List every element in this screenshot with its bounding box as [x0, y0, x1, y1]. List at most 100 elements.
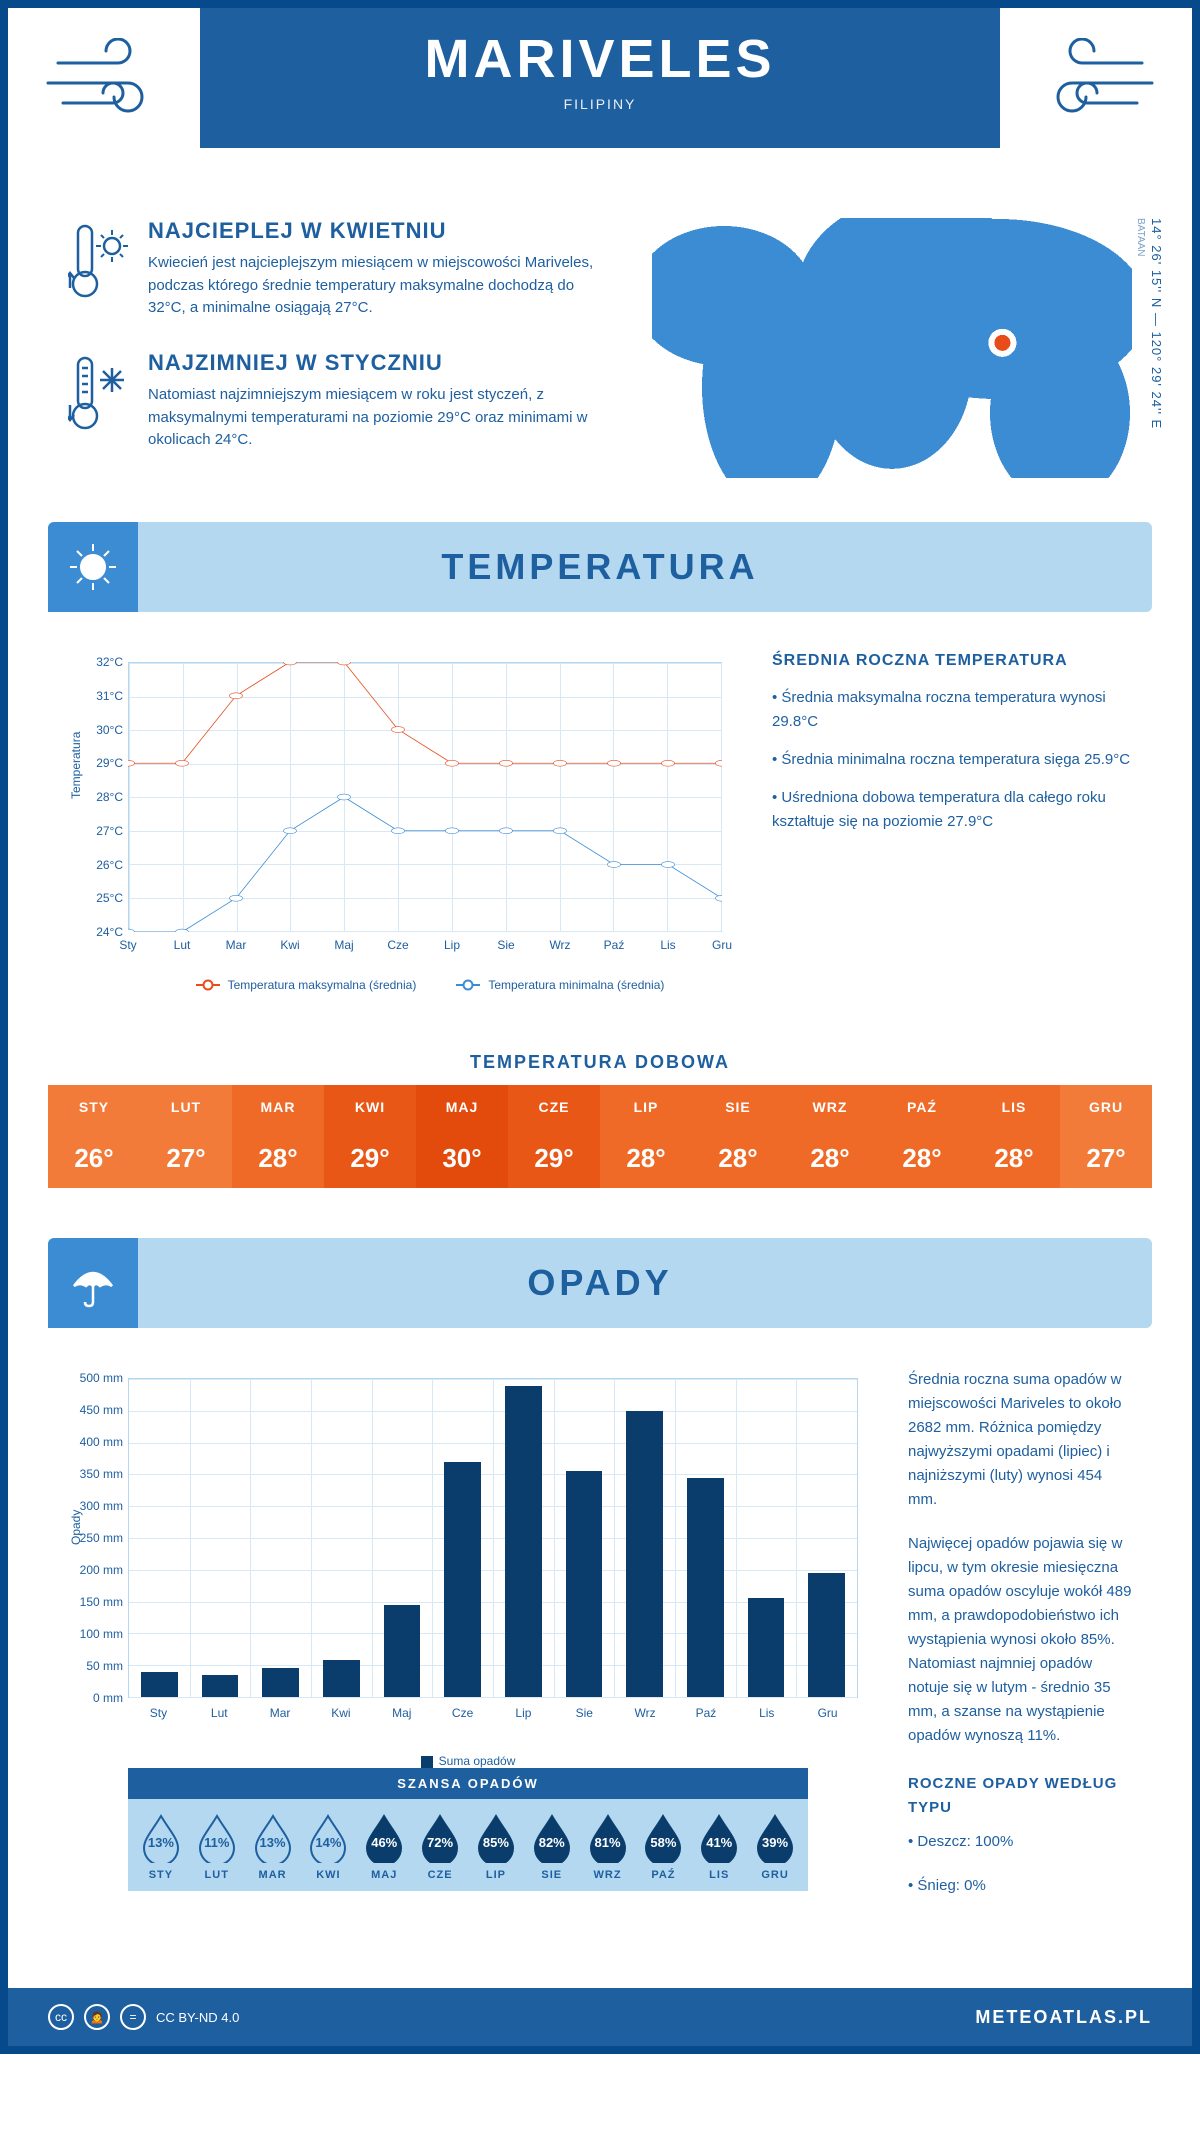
infographic-page: MARIVELES FILIPINY NAJCIEPLEJ W KWIETNIU…: [0, 0, 1200, 2054]
license-text: CC BY-ND 4.0: [156, 2010, 239, 2025]
precip-y-tick: 100 mm: [68, 1627, 123, 1641]
daily-month-header: MAR: [232, 1085, 324, 1129]
precip-bar: [384, 1605, 420, 1697]
temperature-info: ŚREDNIA ROCZNA TEMPERATURA • Średnia mak…: [772, 652, 1132, 992]
precip-x-tick: Maj: [392, 1706, 411, 1720]
precip-type-rain: • Deszcz: 100%: [908, 1830, 1132, 1854]
legend-min-label: Temperatura minimalna (średnia): [488, 978, 664, 992]
precipitation-heading: OPADY: [527, 1262, 672, 1304]
temp-x-tick: Lip: [444, 938, 460, 952]
rain-chance-drop: 14% KWI: [301, 1813, 355, 1881]
precip-y-tick: 500 mm: [68, 1371, 123, 1385]
temp-y-tick: 24°C: [68, 925, 123, 939]
precipitation-bar-chart: Opady Suma opadów 0 mm50 mm100 mm150 mm2…: [68, 1368, 868, 1918]
rain-chance-drop: 81% WRZ: [581, 1813, 635, 1881]
precip-x-tick: Wrz: [635, 1706, 656, 1720]
daily-temp-value: 27°: [140, 1129, 232, 1188]
daily-temp-value: 29°: [324, 1129, 416, 1188]
rain-chance-drop: 13% MAR: [246, 1813, 300, 1881]
temp-y-tick: 31°C: [68, 689, 123, 703]
daily-month-header: LIP: [600, 1085, 692, 1129]
precip-x-tick: Gru: [818, 1706, 838, 1720]
daily-temp-table: STYLUTMARKWIMAJCZELIPSIEWRZPAŹLISGRU26°2…: [48, 1085, 1152, 1188]
precip-y-tick: 250 mm: [68, 1531, 123, 1545]
daily-month-header: CZE: [508, 1085, 600, 1129]
temp-info-2: • Średnia minimalna roczna temperatura s…: [772, 748, 1132, 772]
precip-bar: [626, 1411, 662, 1697]
precipitation-row: Opady Suma opadów 0 mm50 mm100 mm150 mm2…: [8, 1328, 1192, 1948]
precip-bar: [262, 1668, 298, 1697]
precip-x-tick: Kwi: [331, 1706, 350, 1720]
umbrella-icon: [48, 1238, 138, 1328]
warmest-text: Kwiecień jest najcieplejszym miesiącem w…: [148, 252, 612, 320]
precip-y-tick: 350 mm: [68, 1467, 123, 1481]
precip-x-tick: Lis: [759, 1706, 774, 1720]
precip-type-title: ROCZNE OPADY WEDŁUG TYPU: [908, 1772, 1132, 1820]
temp-x-tick: Sie: [497, 938, 514, 952]
daily-temp-value: 28°: [232, 1129, 324, 1188]
city-title: MARIVELES: [200, 28, 1000, 90]
temperature-row: Temperatura Temperatura maksymalna (śred…: [8, 612, 1192, 1032]
brand-label: METEOATLAS.PL: [975, 2007, 1152, 2028]
daily-temp-value: 28°: [784, 1129, 876, 1188]
wind-icon: [1042, 38, 1162, 128]
daily-month-header: WRZ: [784, 1085, 876, 1129]
temp-y-tick: 27°C: [68, 824, 123, 838]
wind-icon: [38, 38, 158, 128]
temp-y-tick: 29°C: [68, 756, 123, 770]
precip-x-tick: Paź: [696, 1706, 717, 1720]
temp-x-tick: Lis: [660, 938, 675, 952]
daily-month-header: LIS: [968, 1085, 1060, 1129]
precip-bar: [323, 1660, 359, 1697]
temp-x-tick: Sty: [119, 938, 136, 952]
footer: cc 🙍 = CC BY-ND 4.0 METEOATLAS.PL: [8, 1988, 1192, 2046]
rain-chance-drop: 41% LIS: [692, 1813, 746, 1881]
temp-x-tick: Gru: [712, 938, 732, 952]
daily-temp-value: 27°: [1060, 1129, 1152, 1188]
daily-temp-value: 28°: [876, 1129, 968, 1188]
precip-bar: [687, 1478, 723, 1697]
daily-month-header: LUT: [140, 1085, 232, 1129]
daily-month-header: PAŹ: [876, 1085, 968, 1129]
region-label: BATAAN: [1135, 218, 1146, 257]
cc-icon: cc: [48, 2004, 74, 2030]
rain-chance-title: SZANSA OPADÓW: [128, 1768, 808, 1799]
intro-text-col: NAJCIEPLEJ W KWIETNIU Kwiecień jest najc…: [68, 218, 612, 482]
precip-type-snow: • Śnieg: 0%: [908, 1874, 1132, 1898]
coldest-title: NAJZIMNIEJ W STYCZNIU: [148, 350, 612, 376]
precipitation-banner: OPADY: [48, 1238, 1152, 1328]
temp-x-tick: Lut: [174, 938, 191, 952]
rain-chance-drop: 72% CZE: [413, 1813, 467, 1881]
daily-month-header: GRU: [1060, 1085, 1152, 1129]
license-block: cc 🙍 = CC BY-ND 4.0: [48, 2004, 239, 2030]
daily-temp-value: 30°: [416, 1129, 508, 1188]
daily-temp-title: TEMPERATURA DOBOWA: [8, 1052, 1192, 1073]
temperature-banner: TEMPERATURA: [48, 522, 1152, 612]
rain-chance-panel: SZANSA OPADÓW 13% STY 11% LUT 13% MAR 14…: [128, 1768, 808, 1891]
daily-temp-value: 28°: [968, 1129, 1060, 1188]
temp-y-tick: 28°C: [68, 790, 123, 804]
precip-x-tick: Lut: [211, 1706, 228, 1720]
daily-temp-value: 28°: [692, 1129, 784, 1188]
temp-info-3: • Uśredniona dobowa temperatura dla całe…: [772, 786, 1132, 834]
nd-icon: =: [120, 2004, 146, 2030]
temp-x-tick: Cze: [387, 938, 408, 952]
temp-x-tick: Paź: [604, 938, 625, 952]
precip-bar: [808, 1573, 844, 1697]
title-banner: MARIVELES FILIPINY: [200, 8, 1000, 148]
temp-x-tick: Maj: [334, 938, 353, 952]
precip-x-tick: Cze: [452, 1706, 473, 1720]
header: MARIVELES FILIPINY: [8, 8, 1192, 188]
thermometer-snow-icon: [68, 350, 128, 452]
daily-month-header: KWI: [324, 1085, 416, 1129]
rain-chance-drop: 11% LUT: [190, 1813, 244, 1881]
rain-chance-drop: 58% PAŹ: [636, 1813, 690, 1881]
rain-chance-drop: 46% MAJ: [357, 1813, 411, 1881]
precip-x-tick: Mar: [270, 1706, 291, 1720]
temp-y-tick: 32°C: [68, 655, 123, 669]
daily-temp-value: 26°: [48, 1129, 140, 1188]
legend-max-label: Temperatura maksymalna (średnia): [228, 978, 417, 992]
precip-y-tick: 200 mm: [68, 1563, 123, 1577]
precip-y-tick: 150 mm: [68, 1595, 123, 1609]
precip-x-tick: Sie: [576, 1706, 593, 1720]
